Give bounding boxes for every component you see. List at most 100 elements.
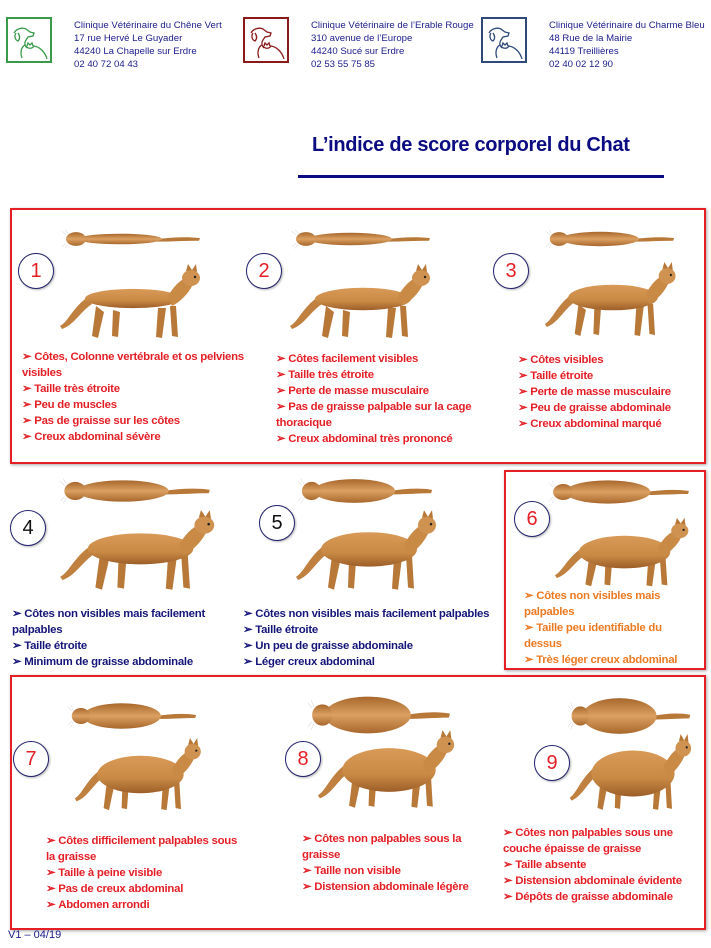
criteria-item: Minimum de graisse abdominale bbox=[12, 654, 237, 670]
score-criteria-list: Côtes facilement visiblesTaille très étr… bbox=[276, 351, 476, 447]
score-criteria-list: Côtes non palpables sous une couche épai… bbox=[503, 825, 703, 905]
criteria-item: Taille très étroite bbox=[22, 381, 262, 397]
score-number-badge: 6 bbox=[514, 501, 550, 537]
cat-top-view-icon bbox=[548, 480, 689, 504]
score-criteria-list: Côtes visiblesTaille étroitePerte de mas… bbox=[518, 352, 698, 432]
clinic-street: 310 avenue de l’Europe bbox=[311, 33, 413, 44]
cat-illustration-side bbox=[553, 516, 696, 590]
cat-illustration-top bbox=[67, 701, 198, 731]
score-criteria-list: Côtes, Colonne vertébrale et os pelviens… bbox=[22, 349, 262, 445]
cat-side-view-icon bbox=[554, 517, 689, 587]
cat-side-view-icon bbox=[569, 734, 692, 810]
criteria-item: Peu de muscles bbox=[22, 397, 262, 413]
clinic-name: Clinique Vétérinaire du Charme Bleu bbox=[549, 20, 705, 31]
cat-side-view-icon bbox=[296, 510, 436, 590]
criteria-item: Très léger creux abdominal bbox=[524, 652, 694, 668]
clinic-address: Clinique Vétérinaire de l’Erable Rouge 31… bbox=[311, 19, 474, 71]
cat-top-view-icon bbox=[545, 229, 675, 249]
cat-illustration-top bbox=[297, 474, 434, 508]
criteria-item: Léger creux abdominal bbox=[243, 654, 505, 670]
criteria-item: Taille non visible bbox=[302, 863, 477, 879]
score-number-badge: 5 bbox=[259, 505, 295, 541]
cat-top-view-icon bbox=[59, 478, 210, 504]
criteria-item: Taille étroite bbox=[243, 622, 505, 638]
cat-top-view-icon bbox=[297, 478, 433, 504]
criteria-item: Taille étroite bbox=[12, 638, 237, 654]
cat-illustration-top bbox=[567, 698, 692, 734]
cat-top-view-icon bbox=[67, 703, 197, 729]
score-criteria-list: Côtes non visibles mais palpablesTaille … bbox=[524, 588, 694, 668]
clinic-phone: 02 40 02 12 90 bbox=[549, 59, 614, 70]
clinic-name: Clinique Vétérinaire de l’Erable Rouge bbox=[311, 20, 474, 31]
thin-scores-box bbox=[10, 208, 706, 464]
criteria-item: Taille étroite bbox=[518, 368, 698, 384]
clinic-phone: 02 40 72 04 43 bbox=[74, 59, 139, 70]
cat-top-view-icon bbox=[61, 229, 200, 249]
criteria-item: Un peu de graisse abdominale bbox=[243, 638, 505, 654]
cat-illustration-side bbox=[73, 736, 208, 814]
criteria-item: Perte de masse musculaire bbox=[518, 384, 698, 400]
criteria-item: Taille très étroite bbox=[276, 367, 476, 383]
clinic-phone: 02 53 55 75 85 bbox=[311, 59, 376, 70]
criteria-item: Creux abdominal marqué bbox=[518, 416, 698, 432]
clinic-city: 44119 Treillières bbox=[549, 46, 619, 57]
criteria-item: Taille à peine visible bbox=[46, 865, 246, 881]
clinic-logo bbox=[481, 17, 527, 63]
clinic-street: 17 rue Hervé Le Guyader bbox=[74, 33, 183, 44]
cat-illustration-side bbox=[294, 508, 444, 594]
criteria-item: Côtes facilement visibles bbox=[276, 351, 476, 367]
criteria-item: Abdomen arrondi bbox=[46, 897, 246, 913]
score-criteria-list: Côtes non visibles mais facilement palpa… bbox=[243, 606, 505, 670]
cat-side-view-icon bbox=[317, 730, 455, 808]
cat-illustration-top bbox=[61, 226, 202, 252]
criteria-item: Creux abdominal très prononcé bbox=[276, 431, 476, 447]
dog-cat-logo-icon bbox=[250, 27, 285, 60]
score-number-badge: 2 bbox=[246, 253, 282, 289]
cat-illustration-top bbox=[307, 695, 452, 735]
cat-illustration-side bbox=[58, 508, 223, 594]
criteria-item: Côtes difficilement palpables sous la gr… bbox=[46, 833, 246, 865]
cat-illustration-side bbox=[288, 262, 438, 342]
criteria-item: Distension abdominale légère bbox=[302, 879, 477, 895]
criteria-item: Côtes non visibles mais facilement palpa… bbox=[243, 606, 505, 622]
score-number-badge: 8 bbox=[285, 741, 321, 777]
cat-side-view-icon bbox=[74, 737, 201, 811]
criteria-item: Perte de masse musculaire bbox=[276, 383, 476, 399]
clinic-street: 48 Rue de la Mairie bbox=[549, 33, 633, 44]
page-title: L’indice de score corporel du Chat bbox=[312, 134, 630, 156]
score-number-badge: 7 bbox=[13, 741, 49, 777]
cat-side-view-icon bbox=[290, 264, 430, 338]
clinic-city: 44240 La Chapelle sur Erdre bbox=[74, 46, 197, 57]
clinic-logo bbox=[6, 17, 52, 63]
score-number-badge: 1 bbox=[18, 253, 54, 289]
clinic-name: Clinique Vétérinaire du Chêne Vert bbox=[74, 20, 222, 31]
cat-top-view-icon bbox=[307, 696, 450, 734]
clinic-logo bbox=[243, 17, 289, 63]
score-criteria-list: Côtes difficilement palpables sous la gr… bbox=[46, 833, 246, 913]
cat-illustration-side bbox=[58, 262, 208, 342]
clinic-city: 44240 Sucé sur Erdre bbox=[311, 46, 405, 57]
criteria-item: Pas de graisse sur les côtes bbox=[22, 413, 262, 429]
cat-top-view-icon bbox=[291, 229, 430, 249]
cat-illustration-side bbox=[543, 260, 683, 340]
criteria-item: Pas de creux abdominal bbox=[46, 881, 246, 897]
score-criteria-list: Côtes non visibles mais facilement palpa… bbox=[12, 606, 237, 670]
cat-top-view-icon bbox=[567, 698, 691, 734]
criteria-item: Distension abdominale évidente bbox=[503, 873, 703, 889]
cat-illustration-top bbox=[545, 226, 676, 252]
score-number-badge: 9 bbox=[534, 745, 570, 781]
dog-cat-logo-icon bbox=[488, 27, 523, 60]
dog-cat-logo-icon bbox=[13, 27, 48, 60]
clinic-address: Clinique Vétérinaire du Chêne Vert 17 rue… bbox=[74, 19, 222, 71]
cat-side-view-icon bbox=[60, 510, 215, 590]
criteria-item: Peu de graisse abdominale bbox=[518, 400, 698, 416]
version-label: V1 – 04/19 bbox=[8, 929, 62, 941]
criteria-item: Côtes non palpables sous une couche épai… bbox=[503, 825, 703, 857]
clinic-address: Clinique Vétérinaire du Charme Bleu 48 Ru… bbox=[549, 19, 705, 71]
obese-scores-box bbox=[10, 675, 706, 930]
title-underline bbox=[298, 175, 664, 178]
criteria-item: Pas de graisse palpable sur la cage thor… bbox=[276, 399, 476, 431]
criteria-item: Côtes non palpables sous la graisse bbox=[302, 831, 477, 863]
score-number-badge: 3 bbox=[493, 253, 529, 289]
